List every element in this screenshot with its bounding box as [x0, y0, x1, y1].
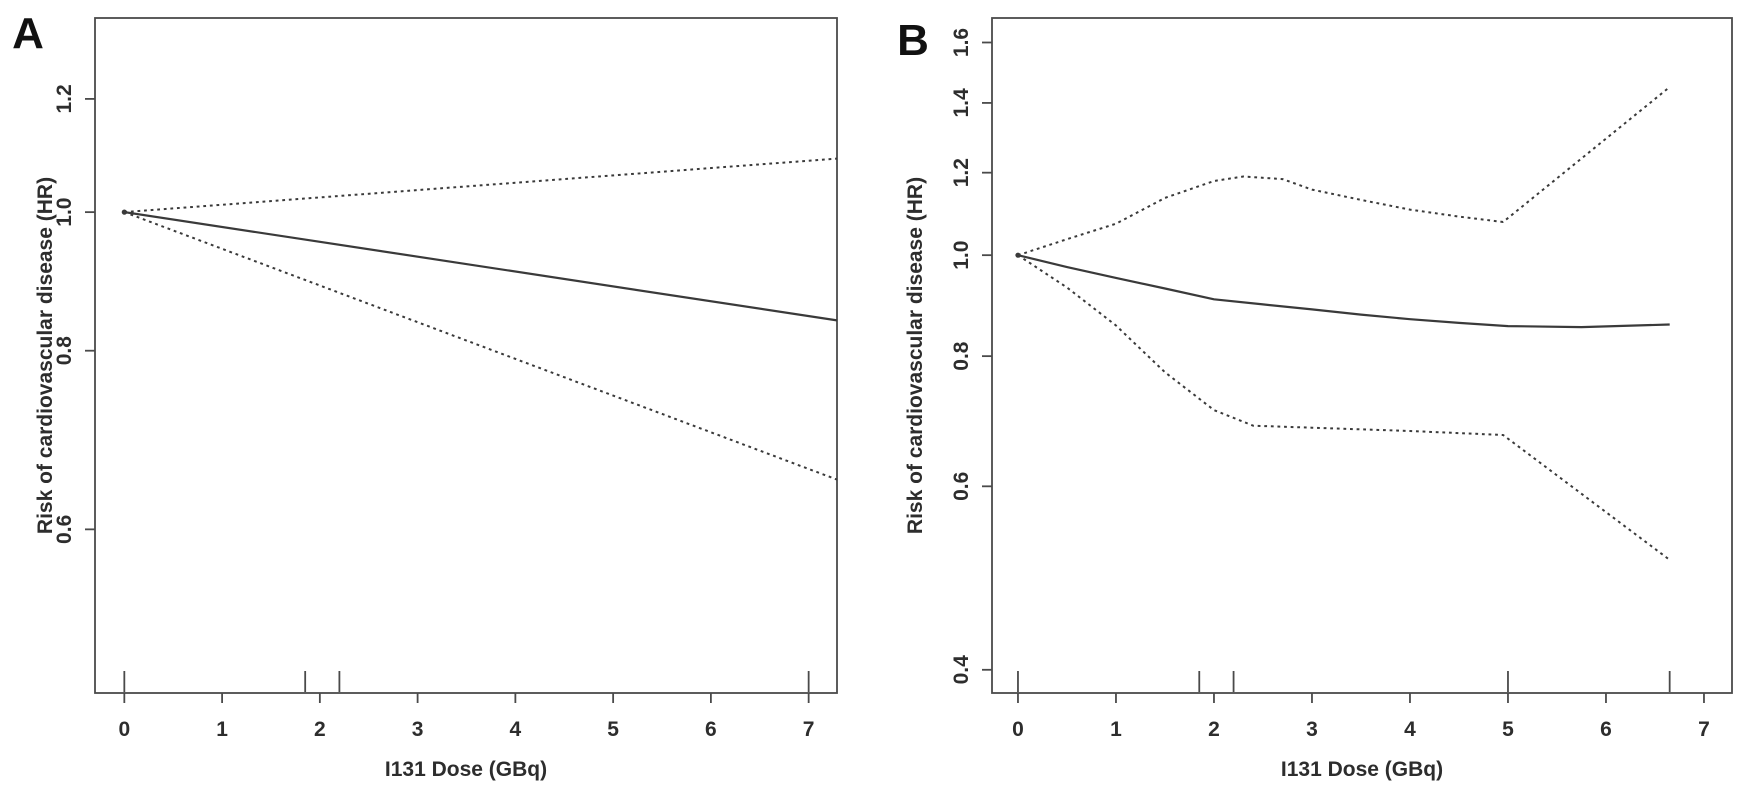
hazard-ratio-curve	[1017, 254, 1670, 329]
x-tick-label: 6	[1600, 718, 1612, 741]
x-tick-label: 7	[803, 718, 815, 741]
x-tick-label: 4	[1404, 718, 1416, 741]
x-tick-label: 6	[705, 718, 717, 741]
plot-border	[94, 17, 838, 694]
y-tick-label: 1.6	[950, 28, 973, 57]
x-tick-label: 0	[118, 718, 130, 741]
x-tick-label: 5	[1502, 718, 1514, 741]
x-tick-label: 4	[510, 718, 522, 741]
y-tick-label: 0.6	[950, 472, 973, 501]
panel-b: 0 1 2 3 4 5 6 7 0.4 0.6 0.8 1.0 1.2 1.4 1.6 I131 Dose (…	[897, 16, 1733, 781]
panel-a: 0 1 2 3 4 5 6 7 0.6 0.8 1.0 1.2 I131 Dose (GBq) Risk …	[12, 9, 838, 781]
y-tick-label: 0.8	[950, 341, 973, 371]
y-tick-label: 1.0	[950, 241, 973, 270]
x-axis-label: I131 Dose (GBq)	[385, 758, 547, 781]
hazard-ratio-curve	[124, 211, 838, 322]
y-tick-label: 1.2	[53, 84, 76, 113]
y-axis-label: Risk of cardiovascular disease (HR)	[34, 177, 57, 534]
lower-95ci-curve	[123, 211, 838, 481]
panel-letter: B	[897, 16, 929, 65]
x-tick-label: 3	[1306, 718, 1318, 741]
x-tick-label: 0	[1012, 718, 1024, 741]
y-tick-label: 1.4	[950, 88, 973, 118]
y-tick-label: 0.8	[53, 336, 76, 366]
y-tick-label: 1.0	[53, 198, 76, 227]
y-tick-label: 1.2	[950, 158, 973, 187]
plot-border	[991, 17, 1733, 694]
x-tick-label: 1	[1110, 718, 1122, 741]
upper-95ci-curve	[1017, 86, 1671, 257]
y-tick-label: 0.6	[53, 515, 76, 544]
x-tick-label: 1	[216, 718, 228, 741]
x-tick-label: 5	[607, 718, 619, 741]
x-tick-label: 2	[314, 718, 326, 741]
y-axis-label: Risk of cardiovascular disease (HR)	[904, 177, 927, 534]
y-tick-label: 0.4	[950, 655, 973, 685]
lower-95ci-curve	[1017, 254, 1671, 561]
x-axis-label: I131 Dose (GBq)	[1281, 758, 1443, 781]
panel-letter: A	[12, 9, 44, 58]
x-tick-label: 7	[1698, 718, 1710, 741]
upper-95ci-curve	[124, 157, 838, 214]
x-tick-label: 3	[412, 718, 424, 741]
x-tick-label: 2	[1208, 718, 1220, 741]
